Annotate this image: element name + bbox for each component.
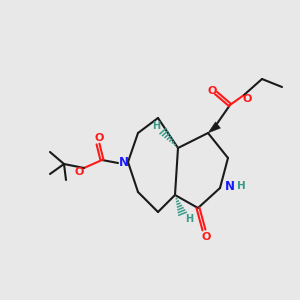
Text: H: H <box>237 181 245 191</box>
Text: O: O <box>94 133 104 143</box>
Text: H: H <box>185 214 193 224</box>
Text: N: N <box>225 181 235 194</box>
Text: O: O <box>201 232 211 242</box>
Text: O: O <box>74 167 84 177</box>
Text: N: N <box>119 155 129 169</box>
Text: O: O <box>207 86 217 96</box>
Polygon shape <box>208 122 220 133</box>
Text: H: H <box>152 121 160 131</box>
Text: O: O <box>242 94 252 104</box>
